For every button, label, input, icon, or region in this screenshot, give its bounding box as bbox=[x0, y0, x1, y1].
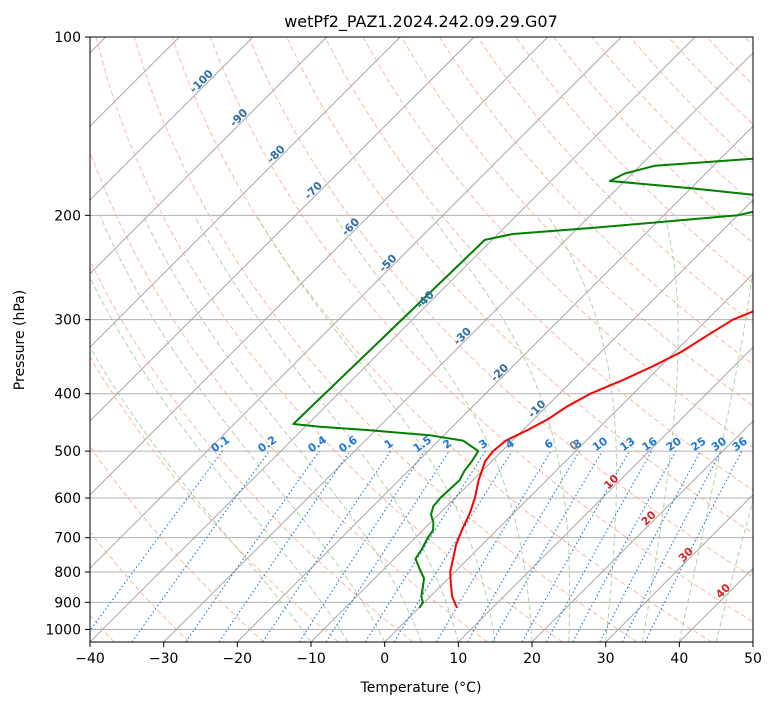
y-tick-label: 400 bbox=[54, 387, 81, 403]
x-tick-label: 40 bbox=[670, 651, 688, 667]
y-tick-label: 100 bbox=[54, 30, 81, 46]
y-tick-label: 200 bbox=[54, 208, 81, 224]
y-tick-label: 800 bbox=[54, 565, 81, 581]
chart-title: wetPf2_PAZ1.2024.242.09.29.G07 bbox=[284, 12, 558, 32]
y-tick-label: 600 bbox=[54, 491, 81, 507]
y-axis-label: Pressure (hPa) bbox=[12, 290, 28, 390]
x-tick-label: −40 bbox=[75, 651, 105, 667]
x-tick-label: 20 bbox=[523, 651, 541, 667]
y-tick-label: 900 bbox=[54, 595, 81, 611]
x-tick-label: 0 bbox=[380, 651, 389, 667]
y-tick-label: 700 bbox=[54, 531, 81, 547]
y-tick-label: 1000 bbox=[45, 622, 81, 638]
x-tick-label: −10 bbox=[296, 651, 326, 667]
isotherm-line bbox=[753, 37, 775, 642]
x-tick-label: 30 bbox=[597, 651, 615, 667]
x-tick-label: 10 bbox=[449, 651, 467, 667]
x-axis-label: Temperature (°C) bbox=[360, 680, 482, 696]
x-axis-ticks: −40 −30 −20 −10 0 10 20 30 40 50 bbox=[75, 642, 762, 667]
x-tick-label: 50 bbox=[744, 651, 762, 667]
y-tick-label: 500 bbox=[54, 444, 81, 460]
x-tick-label: −20 bbox=[223, 651, 253, 667]
y-axis-ticks: 100 200 300 400 500 600 700 800 900 1000 bbox=[45, 30, 90, 638]
y-tick-label: 300 bbox=[54, 313, 81, 329]
x-tick-label: −30 bbox=[149, 651, 179, 667]
